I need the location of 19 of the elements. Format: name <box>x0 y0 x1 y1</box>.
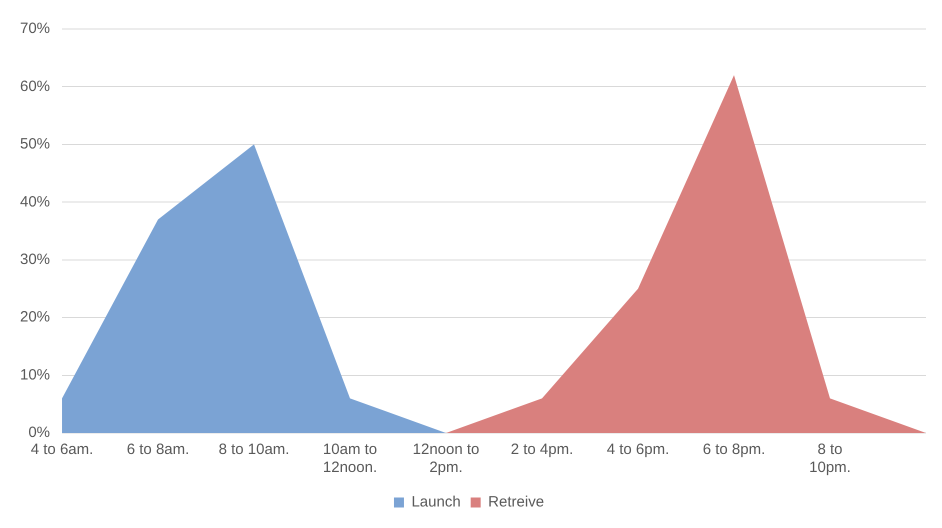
legend-label: Retreive <box>488 494 544 511</box>
x-tick-label: 10am to 12noon. <box>322 441 378 476</box>
y-tick-label: 30% <box>20 251 50 268</box>
legend-label: Launch <box>411 494 461 511</box>
x-tick-label: 12noon to 2pm. <box>412 441 480 476</box>
y-tick-label: 70% <box>20 20 50 38</box>
y-tick-label: 60% <box>20 78 50 95</box>
x-tick-label: 6 to 8am. <box>126 441 190 458</box>
x-tick-label: 6 to 8pm. <box>702 441 766 458</box>
y-tick-label: 20% <box>20 308 50 326</box>
x-tick-label: 4 to 6pm. <box>606 441 670 458</box>
x-tick-label: 8 to 10pm. <box>809 441 851 476</box>
y-tick-label: 0% <box>28 424 50 442</box>
x-tick-label: 2 to 4pm. <box>510 441 574 458</box>
x-tick-label: 8 to 10am. <box>218 441 290 458</box>
x-tick-label: 4 to 6am. <box>30 441 94 458</box>
y-tick-label: 50% <box>20 136 50 153</box>
y-tick-label: 40% <box>20 193 50 210</box>
y-tick-label: 10% <box>20 366 50 384</box>
